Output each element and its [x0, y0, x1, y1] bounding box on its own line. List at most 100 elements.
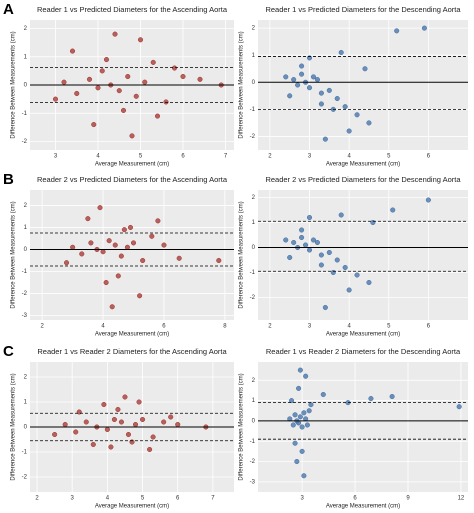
point — [120, 107, 127, 113]
point — [299, 448, 305, 454]
point — [318, 252, 324, 258]
x-axis-title: Average Measurement (cm) — [95, 504, 169, 510]
y-tick-label: 1 — [24, 400, 28, 406]
y-tick-label: 2 — [24, 203, 28, 209]
point — [101, 401, 107, 408]
y-axis-title: Difference Between Measurements (cm) — [11, 31, 17, 138]
point — [308, 402, 314, 408]
y-axis-title: Difference Between Measurements (cm) — [11, 201, 17, 308]
point — [99, 68, 105, 74]
point — [125, 73, 131, 80]
point — [306, 85, 313, 91]
point — [320, 391, 326, 398]
panel-title: Reader 2 vs Predicted Diameters for the … — [265, 175, 461, 184]
point — [74, 90, 80, 97]
point — [118, 253, 124, 259]
point — [137, 37, 144, 43]
point — [425, 197, 431, 203]
point — [133, 93, 139, 99]
x-tick-label: 9 — [406, 496, 410, 502]
y-tick-label: -1 — [22, 111, 28, 117]
point — [83, 419, 89, 425]
panel-title: Reader 1 vs Reader 2 Diameters for the A… — [37, 347, 227, 356]
x-tick-label: 3 — [71, 496, 75, 502]
y-tick-label: -1 — [22, 450, 28, 456]
point — [283, 74, 289, 80]
point — [290, 422, 296, 428]
y-tick-label: 1 — [24, 54, 28, 60]
point — [63, 260, 70, 266]
x-tick-label: 6 — [353, 496, 357, 502]
point — [342, 104, 348, 110]
x-tick-label: 3 — [54, 154, 58, 160]
point — [130, 240, 137, 246]
point — [70, 244, 76, 250]
x-tick-label: 3 — [308, 154, 312, 160]
point — [161, 242, 167, 248]
point — [108, 444, 114, 450]
point — [112, 242, 118, 248]
panel: Reader 1 vs Reader 2 Diameters for the D… — [239, 347, 468, 510]
point — [104, 426, 110, 433]
point — [180, 73, 186, 80]
panel-title: Reader 1 vs Predicted Diameters for the … — [265, 5, 461, 14]
point — [79, 251, 85, 257]
point — [95, 85, 101, 91]
x-tick-label: 8 — [223, 324, 227, 330]
point — [299, 71, 305, 77]
x-tick-label: 2 — [35, 496, 39, 502]
point — [338, 212, 344, 218]
point — [390, 207, 396, 213]
point — [283, 237, 289, 243]
x-tick-label: 6 — [176, 496, 180, 502]
point — [421, 25, 427, 31]
y-axis-title: Difference Between Measurements (cm) — [11, 373, 17, 480]
point — [299, 63, 305, 69]
point — [106, 238, 112, 244]
point — [62, 421, 68, 428]
y-tick-label: 0 — [24, 425, 28, 431]
x-tick-label: 4 — [347, 324, 351, 330]
point — [292, 440, 298, 446]
point — [299, 234, 305, 241]
point — [342, 264, 348, 271]
x-tick-label: 4 — [106, 496, 110, 502]
point — [287, 93, 293, 99]
point — [306, 214, 313, 221]
point — [318, 90, 324, 96]
point — [322, 136, 328, 142]
point — [115, 406, 121, 413]
y-tick-label: 0 — [252, 245, 256, 251]
y-tick-label: 0 — [24, 247, 28, 253]
y-tick-label: -2 — [250, 459, 256, 465]
x-axis-title: Average Measurement (cm) — [95, 162, 169, 168]
point — [346, 128, 352, 134]
y-tick-label: 1 — [24, 225, 28, 231]
panel: Reader 2 vs Predicted Diameters for the … — [239, 175, 468, 338]
point — [456, 404, 462, 410]
y-tick-label: -1 — [250, 270, 256, 276]
x-tick-label: 5 — [139, 154, 143, 160]
point — [334, 95, 340, 102]
point — [103, 57, 110, 63]
y-tick-label: 1 — [252, 398, 256, 404]
y-tick-label: 0 — [252, 418, 256, 424]
x-tick-label: 6 — [181, 154, 185, 160]
point — [90, 441, 96, 448]
y-tick-label: -1 — [250, 107, 256, 113]
y-tick-label: 0 — [252, 80, 256, 86]
point — [118, 419, 124, 425]
y-tick-label: 2 — [252, 195, 256, 201]
y-tick-label: -2 — [250, 134, 256, 140]
point — [150, 59, 156, 65]
point — [155, 218, 161, 224]
point — [310, 237, 317, 243]
x-tick-label: 6 — [427, 154, 431, 160]
point — [132, 421, 139, 428]
x-tick-label: 3 — [300, 496, 304, 502]
point — [86, 76, 93, 82]
point — [85, 216, 91, 222]
x-tick-label: 4 — [96, 154, 100, 160]
point — [366, 279, 372, 286]
point — [154, 113, 161, 119]
